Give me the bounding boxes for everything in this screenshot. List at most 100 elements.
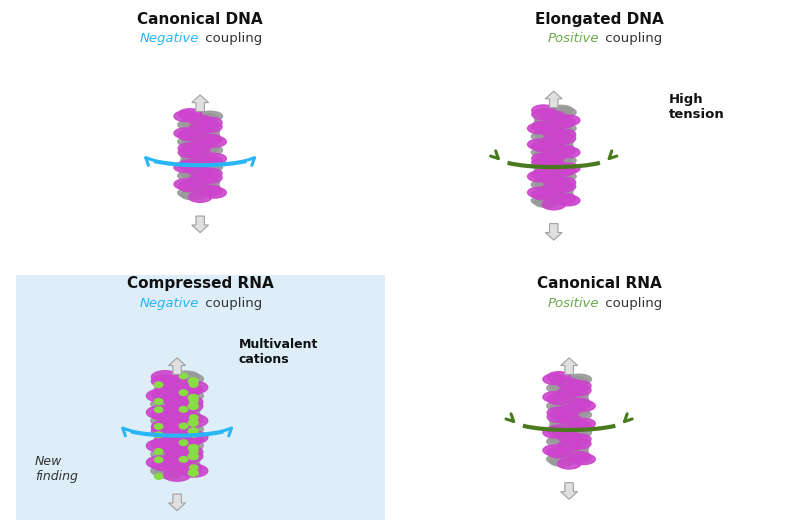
Ellipse shape	[198, 186, 222, 196]
Ellipse shape	[189, 123, 212, 134]
Ellipse shape	[558, 458, 581, 469]
Ellipse shape	[146, 390, 174, 402]
Ellipse shape	[531, 180, 556, 189]
Ellipse shape	[171, 392, 200, 404]
Ellipse shape	[195, 113, 219, 123]
Ellipse shape	[534, 113, 559, 123]
Ellipse shape	[189, 115, 212, 126]
Ellipse shape	[198, 121, 222, 132]
Ellipse shape	[546, 454, 571, 464]
Ellipse shape	[552, 145, 576, 156]
Ellipse shape	[564, 443, 589, 453]
Ellipse shape	[542, 127, 566, 138]
Ellipse shape	[198, 155, 222, 166]
Ellipse shape	[564, 430, 589, 440]
Ellipse shape	[180, 414, 208, 427]
Ellipse shape	[189, 149, 212, 160]
Ellipse shape	[151, 421, 179, 434]
Ellipse shape	[151, 465, 179, 476]
Circle shape	[154, 423, 163, 429]
Ellipse shape	[549, 190, 573, 199]
Circle shape	[179, 373, 188, 379]
Ellipse shape	[151, 408, 179, 421]
Ellipse shape	[181, 152, 206, 162]
Ellipse shape	[154, 396, 183, 408]
Ellipse shape	[557, 441, 582, 451]
Ellipse shape	[564, 408, 589, 418]
Ellipse shape	[178, 188, 202, 198]
Ellipse shape	[195, 181, 219, 191]
Ellipse shape	[171, 421, 200, 433]
Text: coupling: coupling	[201, 297, 262, 310]
Ellipse shape	[552, 107, 576, 117]
Ellipse shape	[557, 396, 582, 407]
Ellipse shape	[178, 181, 202, 192]
Ellipse shape	[547, 394, 570, 404]
Ellipse shape	[154, 434, 183, 445]
Ellipse shape	[552, 133, 576, 144]
Ellipse shape	[558, 431, 581, 443]
Ellipse shape	[558, 414, 581, 425]
Ellipse shape	[174, 440, 203, 452]
Ellipse shape	[550, 434, 574, 444]
Text: New
finding: New finding	[35, 455, 78, 483]
Ellipse shape	[174, 179, 198, 190]
Ellipse shape	[550, 381, 574, 391]
FancyArrow shape	[546, 224, 562, 240]
Ellipse shape	[568, 452, 591, 462]
Ellipse shape	[175, 383, 203, 396]
Circle shape	[188, 445, 198, 451]
Ellipse shape	[151, 437, 179, 450]
Ellipse shape	[552, 193, 576, 204]
Ellipse shape	[189, 140, 212, 151]
Ellipse shape	[572, 401, 595, 411]
Ellipse shape	[550, 421, 574, 431]
Ellipse shape	[564, 390, 589, 400]
FancyArrow shape	[561, 358, 578, 374]
Ellipse shape	[188, 158, 213, 168]
Ellipse shape	[175, 400, 203, 412]
Ellipse shape	[550, 403, 574, 413]
Ellipse shape	[542, 191, 566, 201]
Ellipse shape	[151, 458, 179, 471]
Ellipse shape	[162, 461, 191, 472]
FancyArrow shape	[546, 91, 562, 108]
Ellipse shape	[154, 417, 183, 429]
Ellipse shape	[178, 143, 202, 153]
Ellipse shape	[557, 195, 580, 206]
Text: Positive: Positive	[547, 297, 599, 310]
Ellipse shape	[162, 377, 191, 389]
FancyArrow shape	[169, 494, 186, 510]
Ellipse shape	[558, 440, 581, 451]
Ellipse shape	[171, 404, 200, 416]
Ellipse shape	[171, 371, 200, 383]
Ellipse shape	[542, 160, 566, 170]
Circle shape	[154, 432, 163, 438]
Ellipse shape	[195, 126, 219, 136]
Circle shape	[190, 398, 198, 404]
Ellipse shape	[564, 447, 589, 457]
Ellipse shape	[162, 386, 191, 398]
Ellipse shape	[198, 134, 222, 145]
Circle shape	[188, 378, 198, 384]
Ellipse shape	[527, 171, 551, 182]
Ellipse shape	[195, 130, 219, 140]
Ellipse shape	[542, 144, 566, 153]
Circle shape	[188, 453, 198, 460]
Ellipse shape	[534, 178, 559, 188]
Ellipse shape	[542, 167, 566, 178]
Text: Canonical DNA: Canonical DNA	[138, 12, 263, 26]
Ellipse shape	[203, 153, 226, 164]
Circle shape	[154, 399, 163, 404]
Circle shape	[190, 431, 198, 437]
Ellipse shape	[527, 139, 551, 149]
Ellipse shape	[547, 412, 570, 422]
Ellipse shape	[181, 139, 206, 149]
Ellipse shape	[189, 166, 212, 177]
Text: Canonical RNA: Canonical RNA	[538, 277, 662, 292]
Ellipse shape	[178, 171, 202, 181]
Ellipse shape	[572, 418, 595, 429]
Ellipse shape	[542, 111, 566, 122]
Ellipse shape	[543, 445, 566, 456]
Ellipse shape	[532, 153, 555, 164]
